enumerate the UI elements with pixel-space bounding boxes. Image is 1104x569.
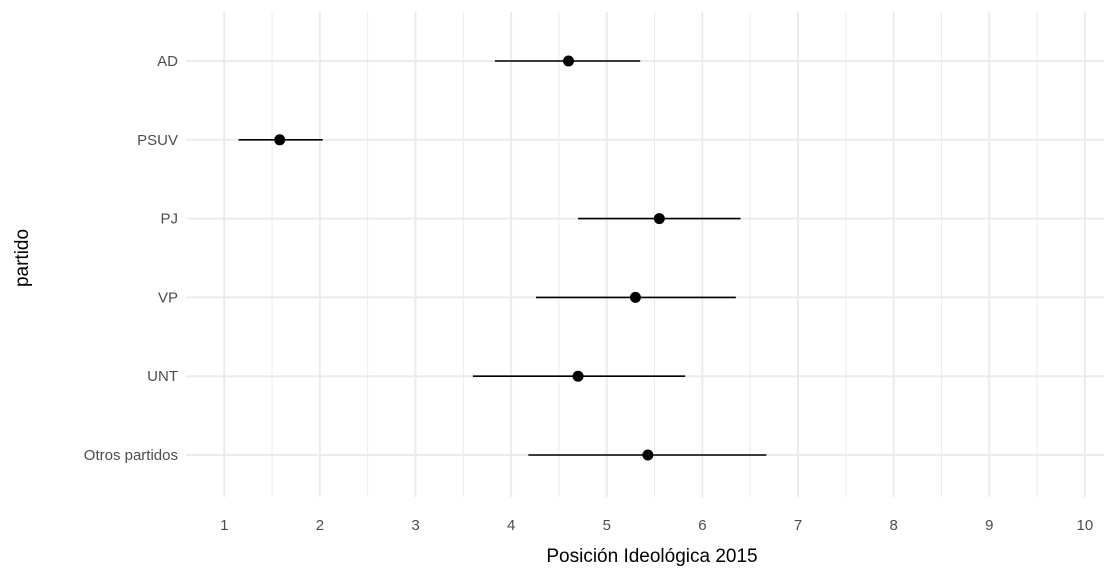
x-tick-label: 2	[316, 517, 324, 534]
data-point	[274, 134, 286, 146]
data-marks	[238, 55, 767, 461]
x-axis-title: Posición Ideológica 2015	[546, 546, 757, 567]
x-tick-labels: 1 2 3 4 5 6 7 8 9 10	[220, 517, 1093, 534]
y-tick-label: PJ	[160, 211, 178, 228]
x-tick-label: 9	[985, 517, 993, 534]
x-tick-label: 10	[1077, 517, 1094, 534]
data-point	[642, 449, 654, 461]
data-point	[563, 55, 574, 67]
y-tick-label: AD	[157, 53, 178, 70]
y-axis-title: partido	[12, 229, 33, 287]
data-point	[653, 213, 665, 225]
x-tick-label: 5	[603, 517, 611, 534]
y-tick-label: PSUV	[137, 132, 178, 149]
x-tick-label: 6	[698, 517, 706, 534]
y-tick-label: VP	[158, 289, 178, 306]
x-tick-label: 4	[507, 517, 515, 534]
y-tick-labels: AD PSUV PJ VP UNT Otros partidos	[84, 53, 178, 464]
x-tick-label: 1	[220, 517, 228, 534]
y-tick-label: Otros partidos	[84, 447, 178, 464]
x-tick-label: 3	[411, 517, 419, 534]
major-gridlines	[186, 12, 1104, 497]
data-point	[629, 291, 641, 303]
minor-gridlines	[271, 12, 1038, 497]
data-point	[572, 370, 584, 382]
x-tick-label: 8	[889, 517, 897, 534]
y-tick-label: UNT	[147, 368, 178, 385]
x-tick-label: 7	[794, 517, 802, 534]
